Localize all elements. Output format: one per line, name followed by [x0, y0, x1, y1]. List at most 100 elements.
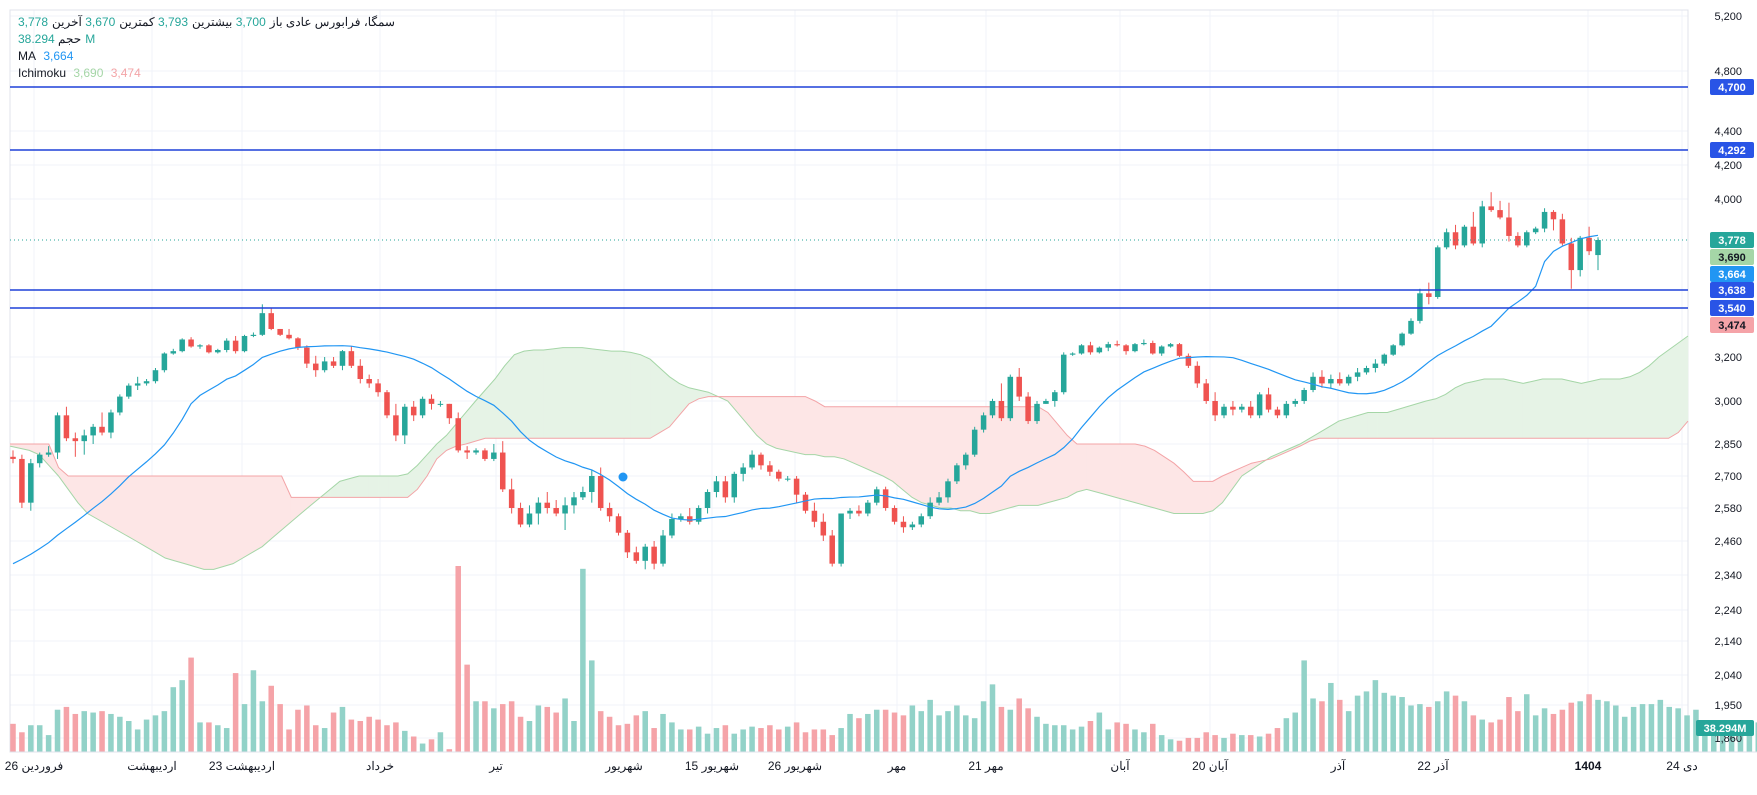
y-axis[interactable]: 5,200 4,800 4,400 4,200 4,000 3,200 3,000 2,850… — [1714, 11, 1742, 745]
price-badge-label: 3,474 — [1718, 320, 1746, 332]
price-badge — [1710, 232, 1754, 248]
volume-bar — [1221, 737, 1227, 752]
volume-bar — [1470, 715, 1477, 752]
volume-bar — [1069, 729, 1076, 752]
x-axis-label: آذر — [1330, 758, 1346, 773]
volume-bar — [669, 722, 675, 752]
candle-body — [1096, 347, 1103, 353]
price-badge — [1710, 317, 1754, 333]
horizontal-levels[interactable] — [10, 86, 1688, 309]
x-axis-label: آبان — [1110, 758, 1130, 773]
volume-bar — [713, 728, 720, 752]
candle-body — [802, 494, 809, 511]
candle-body — [508, 489, 515, 508]
volume-bar — [1417, 704, 1423, 752]
legend-close-label: آخرین — [52, 15, 82, 29]
cloud-segment — [649, 358, 661, 439]
candle-body — [1194, 365, 1201, 384]
y-axis-label: 4,200 — [1714, 160, 1742, 172]
y-axis-label: 2,850 — [1714, 439, 1742, 451]
cloud-segment — [969, 406, 981, 514]
candle-body — [125, 385, 132, 397]
candle-body — [170, 351, 177, 354]
x-axis-label: 1404 — [1575, 759, 1602, 773]
volume-bar — [1461, 701, 1468, 752]
volume-bar — [286, 729, 292, 752]
candle-body — [1310, 376, 1316, 390]
cloud-segment — [533, 349, 544, 439]
candle-body — [963, 454, 969, 466]
legend-ma-label: MA — [18, 49, 36, 63]
candle-body — [562, 505, 568, 514]
candle-body — [722, 481, 729, 498]
legend-low-value: 3,670 — [85, 15, 116, 29]
volume-bar — [197, 722, 203, 752]
volume-bar — [1755, 722, 1757, 752]
cloud-segment — [1105, 443, 1117, 498]
candle-body — [589, 476, 595, 492]
cloud-segment — [1678, 335, 1689, 434]
volume-bar — [678, 729, 684, 752]
ichimoku-span-a — [9, 335, 1689, 570]
candle-body — [1176, 344, 1183, 356]
volume-bar — [1043, 723, 1049, 752]
candle-body — [428, 398, 435, 404]
volume-bar — [1719, 723, 1726, 752]
price-badge — [1696, 720, 1754, 736]
volume-bar — [1123, 723, 1129, 752]
cloud-segment — [1076, 443, 1087, 493]
candle-body — [900, 521, 907, 528]
volume-bar — [1524, 694, 1530, 752]
volume-bar — [1212, 735, 1218, 752]
volume-bar — [117, 716, 123, 752]
cloud-segment — [1464, 380, 1475, 439]
candle-body — [678, 516, 684, 519]
candle-body — [1150, 342, 1156, 354]
candle-body — [1123, 345, 1129, 352]
volume-bar — [811, 729, 818, 752]
candle-body — [188, 339, 194, 347]
candle-body — [1345, 376, 1352, 384]
volume-bar — [1114, 722, 1120, 752]
candle-body — [669, 519, 675, 536]
volume-bar — [1078, 726, 1085, 752]
candle-body — [1301, 390, 1307, 401]
event-marker-dot[interactable] — [618, 472, 628, 482]
candle-body — [393, 415, 399, 436]
volume-bar — [1702, 725, 1708, 752]
volume-bar — [873, 709, 880, 752]
candle-body — [366, 379, 372, 384]
candle-body — [410, 406, 417, 416]
cloud-segment — [213, 475, 224, 570]
x-axis[interactable]: 26 فروردین اردیبهشت 23 اردیبهشت خرداد تیر شهر… — [5, 751, 1757, 773]
volume-bar — [1515, 711, 1521, 752]
cloud-segment — [252, 475, 263, 553]
cloud-segment — [630, 351, 641, 439]
candle-body — [526, 513, 533, 525]
candle-body — [954, 465, 960, 482]
volume-bar — [1710, 721, 1717, 752]
candle-body — [1060, 354, 1067, 393]
x-axis-label: 26 شهریور — [768, 759, 822, 773]
candle-body — [1105, 344, 1112, 348]
cloud-segment — [1348, 414, 1359, 439]
volume-bar — [1630, 706, 1637, 752]
volume-bar — [1319, 701, 1325, 752]
volume-bar — [1345, 711, 1352, 752]
y-axis-label: 3,200 — [1714, 352, 1742, 364]
legend-ichimoku-label: Ichimoku — [18, 66, 67, 80]
volume-bar — [1060, 725, 1067, 752]
candle-body — [1452, 232, 1459, 246]
cloud-segment — [145, 475, 156, 553]
cloud-segment — [1018, 406, 1029, 506]
volume-bar — [562, 698, 568, 752]
candle-body — [865, 502, 871, 514]
volume-bar — [499, 704, 506, 752]
cloud-segment — [853, 406, 864, 468]
cloud-segment — [261, 475, 273, 548]
volume-bar — [63, 706, 70, 752]
volume-bar — [277, 704, 283, 752]
candle-body — [197, 345, 203, 347]
